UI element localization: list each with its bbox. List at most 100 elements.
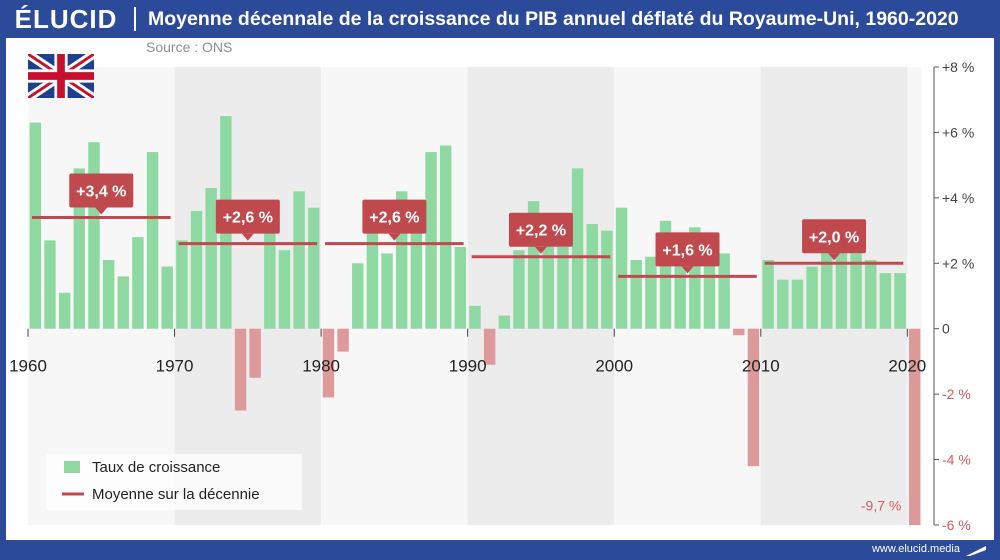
bar-1976 xyxy=(264,230,276,329)
bar-2006 xyxy=(703,246,716,329)
mean-callouts: +3,4 % +2,6 % +2,6 % +2,2 % +1,6 % +2,0 % xyxy=(69,173,867,274)
bar-1980 xyxy=(322,328,335,398)
x-tick-label: 1960 xyxy=(9,357,47,376)
mean-label-box xyxy=(655,232,720,267)
mean-label-text: +2,6 % xyxy=(223,210,273,227)
bar-1992 xyxy=(498,315,511,329)
bar-1979 xyxy=(308,207,320,329)
bar-1963 xyxy=(73,168,86,329)
chart-title: Moyenne décennale de la croissance du PI… xyxy=(148,8,959,30)
bar-2011 xyxy=(777,279,789,329)
bar-2016 xyxy=(850,253,862,329)
x-tick-label: 1990 xyxy=(449,357,487,376)
bar-1978 xyxy=(293,191,305,329)
x-tick-label: 1980 xyxy=(302,357,340,376)
bar-2020 xyxy=(908,328,921,525)
bar-2009 xyxy=(747,328,760,467)
bar-1966 xyxy=(117,276,129,329)
bar-2000 xyxy=(615,207,628,329)
mean-label-1960: +3,4 % xyxy=(69,173,134,215)
mean-label-pointer xyxy=(534,246,547,254)
mean-label-pointer xyxy=(681,266,694,274)
bar-1996 xyxy=(557,246,569,329)
mean-label-pointer xyxy=(95,207,108,215)
bar-1985 xyxy=(396,191,408,329)
mean-label-text: +2,0 % xyxy=(809,229,859,246)
bar-1995 xyxy=(542,246,554,329)
bar-1984 xyxy=(381,253,393,329)
mean-label-1970: +2,6 % xyxy=(215,199,280,241)
x-tick-label: 2000 xyxy=(595,357,633,376)
bar-1990 xyxy=(469,305,481,329)
mean-label-2010: +2,0 % xyxy=(802,219,867,261)
y-tick-label: -4 % xyxy=(942,452,971,468)
mean-label-1990: +2,2 % xyxy=(508,212,573,254)
mean-label-pointer xyxy=(828,253,841,261)
decade-means xyxy=(32,215,904,278)
y-tick-label: +4 % xyxy=(942,190,974,206)
mean-label-1980: +2,6 % xyxy=(362,199,427,241)
bar-2005 xyxy=(689,227,701,329)
footer-url[interactable]: www.elucid.media xyxy=(871,543,960,555)
legend-label: Moyenne sur la décennie xyxy=(92,486,260,503)
x-tick-label: 1970 xyxy=(156,357,194,376)
mean-label-box xyxy=(69,173,134,208)
bar-1961 xyxy=(44,240,56,329)
bar-1962 xyxy=(58,292,71,329)
bar-2004 xyxy=(674,250,686,329)
bar-2014 xyxy=(821,230,833,329)
mean-label-pointer xyxy=(388,233,401,241)
uk-flag-icon xyxy=(28,54,94,98)
bar-1994 xyxy=(527,201,540,329)
bar-2007 xyxy=(718,253,730,329)
bar-1974 xyxy=(234,328,247,411)
bar-1967 xyxy=(132,237,144,329)
mean-label-box xyxy=(215,199,280,234)
bar-series xyxy=(29,116,921,525)
bar-1981 xyxy=(337,328,349,352)
bar-1993 xyxy=(513,250,525,329)
bar-1988 xyxy=(439,145,452,329)
bar-2003 xyxy=(659,220,672,329)
mean-label-pointer xyxy=(241,233,254,241)
bar-1965 xyxy=(102,260,115,329)
x-tick-label: 2010 xyxy=(742,357,780,376)
mean-label-box xyxy=(508,212,573,247)
bar-1991 xyxy=(483,328,496,365)
y-tick-label: -6 % xyxy=(942,517,971,533)
legend-label: Taux de croissance xyxy=(92,459,220,476)
header-separator xyxy=(134,7,136,31)
bar-2002 xyxy=(645,256,657,329)
bar-2001 xyxy=(630,260,642,329)
bar-1960 xyxy=(29,122,42,329)
legend-swatch-bar xyxy=(64,461,80,473)
bar-2019 xyxy=(894,273,906,329)
bar-2017 xyxy=(864,260,877,329)
bar-1972 xyxy=(205,188,217,329)
bar-1986 xyxy=(410,224,423,329)
bar-1998 xyxy=(586,224,598,329)
bar-1977 xyxy=(278,250,291,329)
footer-bar: www.elucid.media xyxy=(0,540,1000,560)
legend-box xyxy=(46,454,302,510)
bar-1968 xyxy=(146,152,159,329)
elucid-logo: ÉLUCID xyxy=(14,4,118,34)
bar-1964 xyxy=(88,142,100,329)
y-tick-label: +2 % xyxy=(942,255,974,271)
mean-label-text: +3,4 % xyxy=(76,183,126,200)
y-tick-label: 0 xyxy=(942,321,950,337)
bar-1987 xyxy=(425,152,437,329)
y-tick-label: +8 % xyxy=(942,59,974,75)
source-note: Source : ONS xyxy=(146,39,233,55)
bar-1997 xyxy=(571,168,584,329)
header-bar: ÉLUCID Moyenne décennale de la croissanc… xyxy=(0,0,1000,38)
mean-label-text: +1,6 % xyxy=(662,242,712,259)
mean-label-text: +2,6 % xyxy=(369,210,419,227)
mean-label-box xyxy=(362,199,427,234)
y-tick-label: -2 % xyxy=(942,386,971,402)
mean-label-box xyxy=(802,219,867,254)
bar-1999 xyxy=(601,230,613,329)
bar-2012 xyxy=(791,279,804,329)
bar-2018 xyxy=(879,273,892,329)
